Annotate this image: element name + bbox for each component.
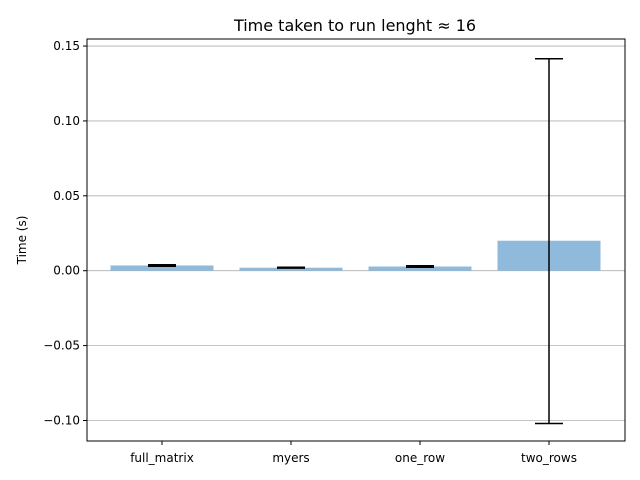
x-tick-label: one_row: [395, 451, 445, 465]
y-tick-label: 0.15: [53, 39, 80, 53]
bar-one_row: [368, 266, 472, 271]
gridlines: [87, 45, 625, 421]
x-tick-label: myers: [272, 451, 309, 465]
bars: [110, 240, 601, 271]
y-tick-label: −0.05: [43, 339, 80, 353]
y-tick-label: −0.10: [43, 413, 80, 427]
y-tick-label: 0.10: [53, 114, 80, 128]
y-tick-label: 0.05: [53, 189, 80, 203]
plot-frame: [86, 38, 626, 442]
y-tick-label: 0.00: [53, 264, 80, 278]
y-axis-ticks: −0.10 −0.05 0.00 0.05 0.10 0.15: [43, 39, 87, 427]
x-tick-label: full_matrix: [130, 451, 194, 465]
chart-title: Time taken to run lenght ≈ 16: [233, 16, 476, 35]
y-axis-title: Time (s): [15, 216, 29, 266]
bar-full_matrix: [110, 265, 214, 271]
error-bars: [148, 58, 563, 425]
bar-myers: [239, 267, 343, 271]
x-axis-ticks: full_matrix myers one_row two_rows: [130, 441, 577, 465]
x-tick-label: two_rows: [521, 451, 577, 465]
